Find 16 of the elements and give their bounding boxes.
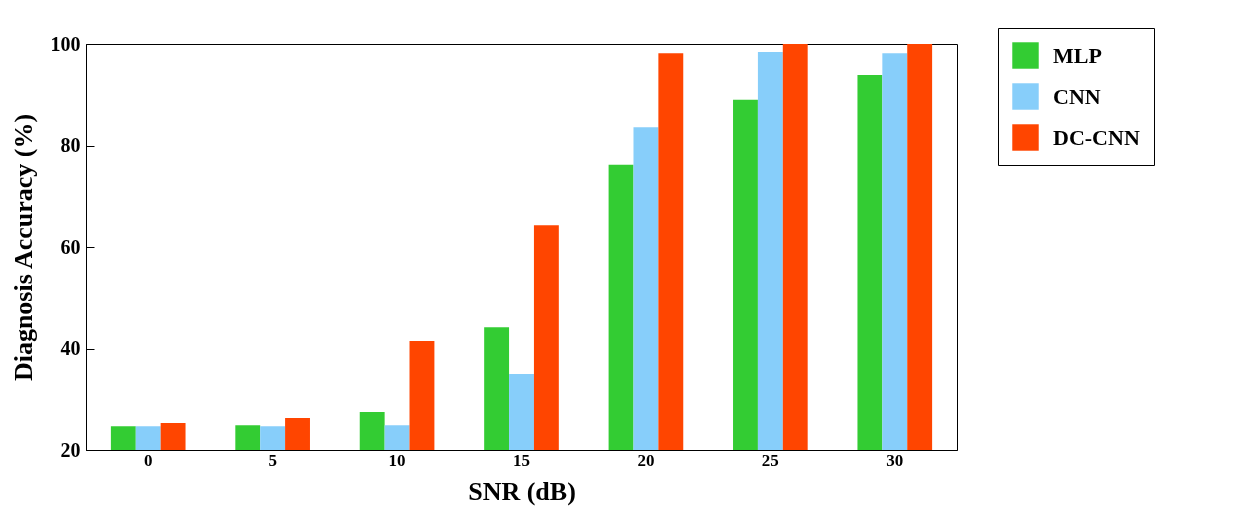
legend-label: DC-CNN (1053, 124, 1140, 150)
y-axis-title: Diagnosis Accuracy (%) (8, 113, 38, 382)
legend-label: MLP (1053, 42, 1102, 68)
x-tick-label: 5 (268, 450, 277, 470)
x-tick-label: 30 (886, 450, 904, 470)
y-tick-label: 100 (50, 32, 81, 55)
y-tick-label: 80 (60, 134, 81, 156)
x-tick-label: 25 (761, 450, 779, 470)
y-tick-label: 60 (60, 235, 81, 258)
x-tick-label: 10 (388, 450, 406, 470)
x-tick-label: 15 (513, 450, 530, 470)
y-tick-label: 40 (60, 337, 81, 359)
x-tick-label: 0 (143, 450, 153, 470)
x-tick-label: 20 (637, 450, 655, 470)
x-axis-title: SNR (dB) (468, 476, 576, 506)
legend-label: CNN (1053, 83, 1101, 109)
